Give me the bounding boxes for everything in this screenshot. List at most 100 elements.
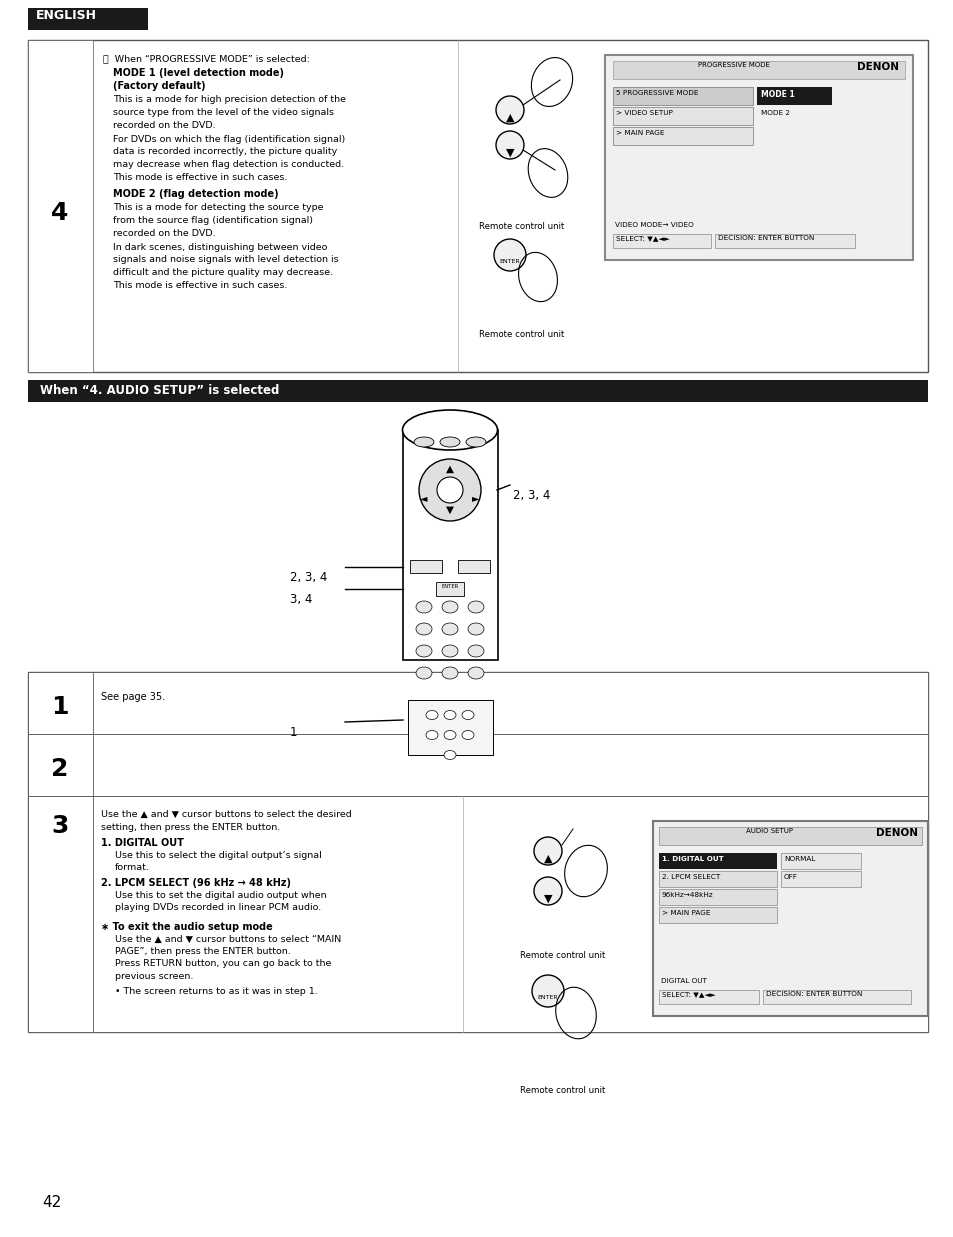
Bar [28, 795, 92, 1032]
Text: ENTER: ENTER [499, 259, 519, 263]
Bar [613, 87, 752, 105]
Ellipse shape [461, 731, 474, 740]
Bar [408, 700, 493, 755]
Text: Remote control unit: Remote control unit [478, 221, 564, 231]
Text: setting, then press the ENTER button.: setting, then press the ENTER button. [101, 823, 280, 831]
Ellipse shape [465, 437, 485, 447]
Bar [28, 7, 148, 30]
Ellipse shape [418, 459, 480, 521]
Text: PAGE”, then press the ENTER button.: PAGE”, then press the ENTER button. [115, 948, 291, 956]
Text: 1: 1 [290, 726, 297, 738]
Ellipse shape [416, 623, 432, 635]
Bar [28, 734, 92, 795]
Text: MODE 2 (flag detection mode): MODE 2 (flag detection mode) [112, 189, 278, 199]
Text: DENON: DENON [875, 828, 917, 837]
Ellipse shape [443, 710, 456, 720]
Text: ◄: ◄ [420, 494, 427, 503]
Ellipse shape [426, 710, 437, 720]
Text: Use the ▲ and ▼ cursor buttons to select “MAIN: Use the ▲ and ▼ cursor buttons to select… [115, 934, 341, 944]
Bar [402, 430, 497, 661]
Text: ▲: ▲ [543, 854, 552, 863]
Text: ▲: ▲ [505, 113, 514, 122]
Text: 2. LPCM SELECT: 2. LPCM SELECT [661, 875, 720, 880]
Bar [28, 40, 927, 372]
Bar [28, 672, 92, 734]
Text: 2: 2 [51, 757, 69, 781]
Text: playing DVDs recorded in linear PCM audio.: playing DVDs recorded in linear PCM audi… [115, 903, 321, 913]
Ellipse shape [468, 667, 483, 679]
Text: > MAIN PAGE: > MAIN PAGE [661, 910, 710, 917]
Text: SELECT: ▼▲◄►: SELECT: ▼▲◄► [661, 991, 715, 997]
Text: AUDIO SETUP: AUDIO SETUP [745, 828, 793, 834]
Bar [28, 734, 927, 795]
Bar [659, 990, 759, 1004]
Text: recorded on the DVD.: recorded on the DVD. [112, 229, 215, 238]
Ellipse shape [532, 975, 563, 1007]
Bar [659, 889, 776, 905]
Text: This mode is effective in such cases.: This mode is effective in such cases. [112, 172, 287, 182]
Text: may decrease when flag detection is conducted.: may decrease when flag detection is cond… [112, 160, 344, 169]
Text: 2. LPCM SELECT (96 kHz → 48 kHz): 2. LPCM SELECT (96 kHz → 48 kHz) [101, 878, 291, 888]
Bar [457, 560, 490, 573]
Text: 42: 42 [42, 1195, 61, 1210]
Text: OFF: OFF [783, 875, 797, 880]
Ellipse shape [461, 710, 474, 720]
Text: NORMAL: NORMAL [783, 856, 815, 862]
Ellipse shape [439, 437, 459, 447]
Text: difficult and the picture quality may decrease.: difficult and the picture quality may de… [112, 268, 333, 277]
Text: ENGLISH: ENGLISH [36, 9, 97, 22]
Ellipse shape [414, 437, 434, 447]
Text: 1. DIGITAL OUT: 1. DIGITAL OUT [101, 837, 184, 849]
Text: Remote control unit: Remote control unit [519, 1086, 605, 1095]
Bar [28, 380, 927, 402]
Bar [659, 907, 776, 923]
Text: This is a mode for high precision detection of the: This is a mode for high precision detect… [112, 95, 346, 104]
Ellipse shape [441, 601, 457, 614]
Text: > VIDEO SETUP: > VIDEO SETUP [616, 110, 672, 116]
Ellipse shape [496, 96, 523, 124]
Text: format.: format. [115, 863, 150, 872]
Text: DECISION: ENTER BUTTON: DECISION: ENTER BUTTON [718, 235, 814, 241]
Text: 1. DIGITAL OUT: 1. DIGITAL OUT [661, 856, 723, 862]
Text: Use this to set the digital audio output when: Use this to set the digital audio output… [115, 891, 326, 901]
Text: ▲: ▲ [446, 464, 454, 474]
Bar [28, 40, 92, 372]
Text: See page 35.: See page 35. [101, 691, 165, 703]
Ellipse shape [443, 751, 456, 760]
Bar [762, 990, 910, 1004]
Text: MODE 2: MODE 2 [760, 110, 789, 116]
Text: (Factory default): (Factory default) [112, 80, 206, 92]
Text: data is recorded incorrectly, the picture quality: data is recorded incorrectly, the pictur… [112, 147, 337, 157]
Text: source type from the level of the video signals: source type from the level of the video … [112, 108, 334, 118]
Text: ENTER: ENTER [537, 995, 558, 999]
Text: Remote control unit: Remote control unit [519, 951, 605, 960]
Text: MODE 1 (level detection mode): MODE 1 (level detection mode) [112, 68, 284, 78]
Text: Press RETURN button, you can go back to the: Press RETURN button, you can go back to … [115, 960, 331, 969]
Ellipse shape [534, 877, 561, 905]
Text: VIDEO MODE→ VIDEO: VIDEO MODE→ VIDEO [615, 221, 693, 228]
Text: Use this to select the digital output’s signal: Use this to select the digital output’s … [115, 851, 321, 860]
Text: > MAIN PAGE: > MAIN PAGE [616, 130, 664, 136]
Ellipse shape [436, 477, 462, 503]
Bar [604, 54, 912, 260]
Bar [28, 672, 927, 1032]
Text: This is a mode for detecting the source type: This is a mode for detecting the source … [112, 204, 323, 213]
Text: ▼: ▼ [446, 505, 454, 515]
Ellipse shape [496, 131, 523, 160]
Bar [781, 854, 861, 870]
Text: This mode is effective in such cases.: This mode is effective in such cases. [112, 281, 287, 289]
Ellipse shape [416, 667, 432, 679]
Text: 3, 4: 3, 4 [290, 593, 312, 606]
Text: 3: 3 [51, 814, 69, 837]
Text: ∗ To exit the audio setup mode: ∗ To exit the audio setup mode [101, 922, 273, 931]
Ellipse shape [416, 601, 432, 614]
Ellipse shape [416, 644, 432, 657]
Ellipse shape [402, 409, 497, 450]
Text: ⓤ  When “PROGRESSIVE MODE” is selected:: ⓤ When “PROGRESSIVE MODE” is selected: [103, 54, 310, 63]
Ellipse shape [441, 623, 457, 635]
Bar [436, 581, 463, 596]
Text: For DVDs on which the flag (identification signal): For DVDs on which the flag (identificati… [112, 135, 345, 143]
Text: from the source flag (identification signal): from the source flag (identification sig… [112, 216, 313, 225]
Ellipse shape [468, 644, 483, 657]
Ellipse shape [441, 667, 457, 679]
